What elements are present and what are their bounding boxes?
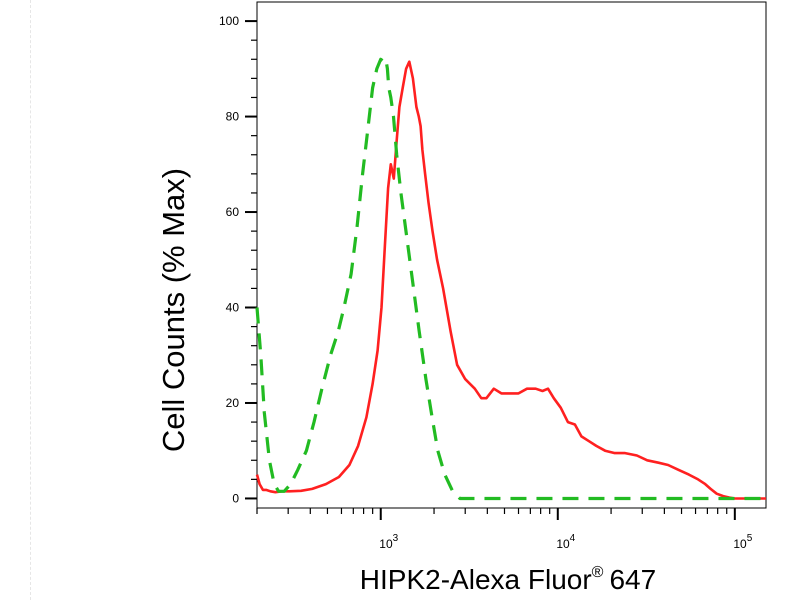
x-axis-title: HIPK2-Alexa Fluor® 647 (360, 564, 656, 595)
hipk2-series-line (255, 60, 766, 500)
x-tick-label-base: 10 (379, 537, 393, 551)
x-tick-label-exponent: 4 (570, 533, 576, 544)
plot-area-border (256, 1, 767, 509)
x-axis-title-superscript: ® (592, 564, 604, 581)
x-axis-title-suffix: 647 (609, 564, 656, 595)
y-tick-label: 60 (226, 205, 240, 219)
x-tick-label-base: 10 (733, 537, 747, 551)
x-tick-label-base: 10 (556, 537, 570, 551)
y-tick-label: 40 (226, 301, 240, 315)
x-tick-label: 103 (379, 533, 398, 551)
x-axis: 103 104 105 (256, 508, 753, 551)
control-series-line (255, 57, 766, 501)
y-axis-title: Cell Counts (% Max) (156, 168, 191, 452)
y-axis: 0 20 40 60 80 100 (219, 14, 257, 505)
series-layer (255, 57, 766, 501)
x-tick-label-exponent: 5 (747, 533, 753, 544)
x-axis-title-main: HIPK2-Alexa Fluor (360, 564, 592, 595)
background-guide-line (30, 0, 31, 600)
y-tick-label: 20 (226, 396, 240, 410)
y-tick-label: 0 (232, 491, 239, 505)
y-tick-label: 80 (226, 110, 240, 124)
x-tick-label: 104 (556, 533, 575, 551)
x-tick-label: 105 (733, 533, 752, 551)
plot-frame (256, 1, 767, 509)
y-tick-label: 100 (219, 14, 239, 28)
x-tick-label-exponent: 3 (393, 533, 399, 544)
